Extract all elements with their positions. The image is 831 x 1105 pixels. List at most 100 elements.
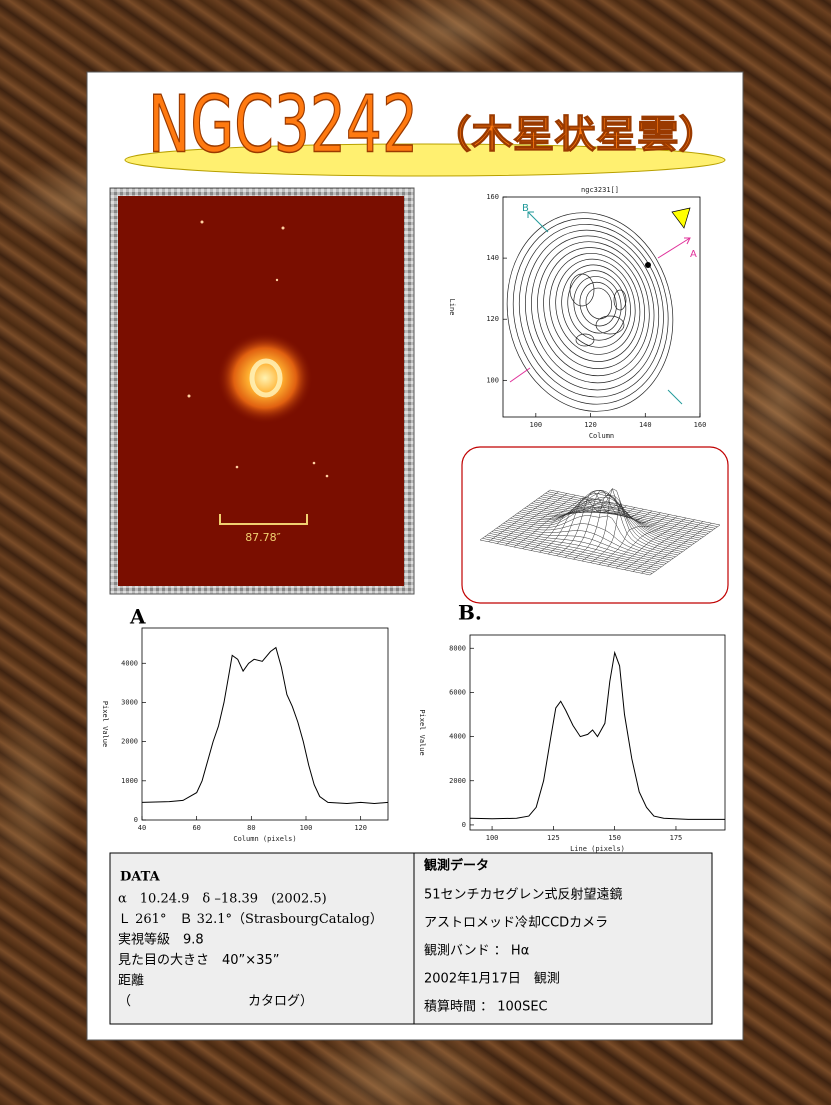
table-heading: 観測データ [423,858,489,874]
x-tick-label: 120 [354,824,367,832]
table-text: Ｌ 261° Ｂ 32.1°（StrasbourgCatalog） [118,912,383,927]
surface-line [496,493,568,544]
contour-title: ngc3231[] [581,186,619,194]
plot-frame [141,627,389,821]
surface-line [581,487,653,562]
data-table [109,852,713,1025]
y-tick-label: 0 [134,816,138,824]
surface-line [632,521,704,572]
line [141,646,389,805]
y-tick-label: 3000 [121,698,138,706]
contour [524,229,660,391]
chart-title: B. [458,601,482,625]
y-tick-label: 6000 [449,688,466,696]
table-text: 51センチカセグレン式反射望遠鏡 [424,887,623,903]
contour-core [569,273,595,307]
subtitle: （木星状星雲） [430,113,720,157]
surface-line [488,491,559,542]
contour-core [575,333,595,347]
surface-line [505,494,576,546]
x-tick-label: 60 [192,824,200,832]
contour-core [595,315,625,335]
surface-line [615,517,687,569]
contour [567,270,627,341]
title: NGC3242 [148,80,418,170]
arrow-b [527,211,549,233]
x-tick-label: 160 [694,421,707,429]
surface-line [513,496,585,548]
line-a [509,367,531,383]
x-tick-label: 80 [247,824,255,832]
marker-label: B [522,203,529,214]
y-axis-label: Pixel Value [418,709,426,755]
y-tick-label: 2000 [449,777,466,785]
y-tick-label: 0 [462,821,466,829]
surface-line [556,491,627,556]
scale-label: 87.78″ [245,531,281,544]
contour [512,218,669,405]
x-tick-label: 150 [608,834,621,842]
marker-label: A [690,249,697,260]
line-b [667,389,683,405]
nebula [217,332,313,424]
x-axis-label: Column (pixels) [233,835,296,843]
line [469,650,725,820]
contour [506,212,674,412]
y-tick-label: 100 [486,376,499,384]
table-text: 距離 [118,974,144,989]
surface-line [522,498,593,549]
plot-frame [469,634,726,831]
y-axis-label: Pixel Value [101,701,109,747]
y-tick-label: 8000 [449,644,466,652]
surface-line [624,519,695,570]
x-axis-label: Column [589,432,614,440]
nebula-ring [249,358,283,398]
table-text: 2002年1月17日 観測 [424,972,560,987]
x-tick-label: 40 [138,824,146,832]
marker-triangle [671,207,691,229]
y-tick-label: 160 [486,193,499,201]
contour [518,223,664,398]
surface-line [607,515,678,567]
table-text: アストロメッド冷却CCDカメラ [424,916,608,931]
contour [579,281,617,327]
contour [561,264,631,348]
contour [585,287,613,320]
y-tick-label: 120 [486,315,499,323]
stars [187,220,329,478]
x-tick-label: 120 [584,421,597,429]
surface-line [598,514,670,565]
x-axis-label: Line (pixels) [570,845,625,853]
surface-line [649,524,721,576]
table-text: （ カタログ） [118,994,313,1009]
surface-line [590,502,661,563]
y-tick-label: 1000 [121,777,138,785]
table-text: 実視等級 9.8 [118,932,204,948]
table-text: 見た目の大きさ 40”×35” [118,953,279,968]
table-heading: DATA [120,870,161,885]
surface-line [573,494,644,560]
surface-line [641,522,712,574]
contour [531,235,655,384]
table-text: 観測バンド ： Hα [424,944,529,959]
contour [543,247,645,369]
star-marker [645,262,651,268]
x-tick-label: 125 [547,834,560,842]
contour [555,258,636,355]
plot-frame [502,196,701,418]
y-tick-label: 140 [486,254,499,262]
surface-line [539,501,610,553]
y-tick-label: 2000 [121,738,138,746]
table-text: α 10.24.9 δ –18.39 (2002.5) [118,892,327,907]
x-tick-label: 100 [300,824,313,832]
title-ellipse [124,143,726,177]
contours [506,212,674,412]
surface-frame [461,446,729,604]
x-tick-label: 100 [486,834,499,842]
contour [549,252,641,362]
x-tick-label: 140 [639,421,652,429]
y-axis-label: Line [448,299,456,316]
surface-line [530,500,602,551]
